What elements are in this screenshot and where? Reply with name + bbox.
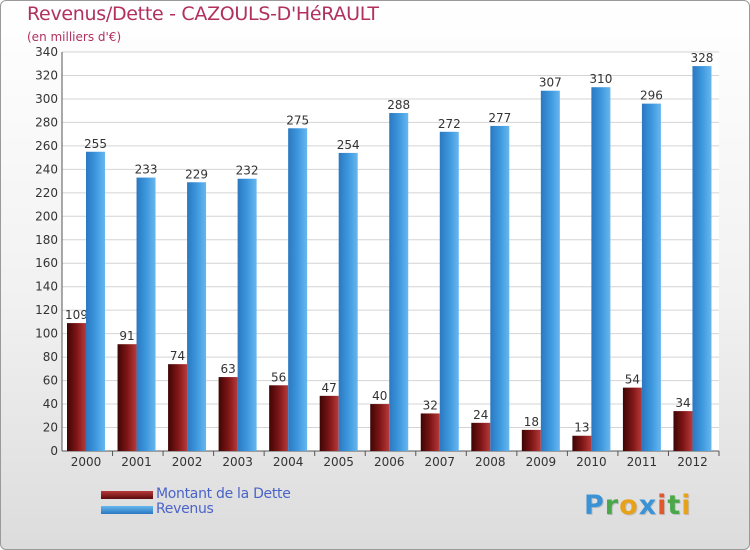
x-tick-label: 2004 bbox=[273, 455, 304, 469]
chart-title: Revenus/Dette - CAZOULS-D'HéRAULT bbox=[27, 3, 379, 25]
bar-dette bbox=[622, 387, 642, 451]
y-tick-label: 40 bbox=[43, 397, 58, 411]
bar-revenus bbox=[692, 66, 712, 452]
y-tick-label: 260 bbox=[35, 139, 58, 153]
bar-dette bbox=[218, 377, 238, 451]
bar-revenus bbox=[187, 182, 207, 451]
x-tick-label: 2005 bbox=[323, 455, 354, 469]
value-label-dette: 74 bbox=[170, 349, 185, 363]
x-tick-label: 2003 bbox=[222, 455, 253, 469]
bar-dette bbox=[67, 323, 86, 451]
bar-dette bbox=[319, 395, 339, 451]
y-tick-label: 160 bbox=[35, 256, 58, 270]
value-label-dette: 13 bbox=[574, 421, 589, 435]
x-tick-label: 2012 bbox=[677, 455, 708, 469]
value-label-dette: 47 bbox=[322, 381, 337, 395]
value-label-revenus: 229 bbox=[185, 167, 208, 181]
x-tick-label: 2006 bbox=[374, 455, 405, 469]
logo-letter: P bbox=[584, 490, 605, 521]
y-tick-label: 120 bbox=[35, 303, 58, 317]
value-label-dette: 91 bbox=[119, 329, 134, 343]
value-label-dette: 34 bbox=[675, 396, 690, 410]
bar-revenus bbox=[439, 131, 459, 452]
value-label-dette: 63 bbox=[220, 362, 235, 376]
y-tick-label: 280 bbox=[35, 115, 58, 129]
y-tick-label: 20 bbox=[43, 421, 58, 435]
bar-revenus bbox=[490, 125, 510, 452]
y-tick-label: 320 bbox=[35, 68, 58, 82]
y-tick-label: 80 bbox=[43, 350, 58, 364]
value-label-dette: 56 bbox=[271, 370, 286, 384]
x-tick-label: 2011 bbox=[627, 455, 658, 469]
bar-dette bbox=[420, 413, 440, 451]
logo-letter: r bbox=[604, 490, 620, 521]
y-tick-label: 100 bbox=[35, 327, 58, 341]
value-label-revenus: 272 bbox=[438, 117, 461, 131]
value-label-revenus: 255 bbox=[84, 137, 107, 151]
legend-label-dette: Montant de la Dette bbox=[156, 486, 291, 502]
value-label-revenus: 233 bbox=[135, 163, 158, 177]
x-tick-label: 2010 bbox=[576, 455, 607, 469]
bar-dette bbox=[117, 344, 137, 451]
x-tick-label: 2008 bbox=[475, 455, 506, 469]
bar-revenus bbox=[591, 87, 611, 452]
bar-dette bbox=[269, 385, 289, 451]
bar-revenus bbox=[136, 177, 156, 452]
logo-letter: i bbox=[681, 490, 692, 521]
value-label-revenus: 307 bbox=[539, 76, 562, 90]
y-tick-label: 240 bbox=[35, 162, 58, 176]
y-tick-label: 340 bbox=[35, 45, 58, 59]
legend-swatch-revenus bbox=[101, 506, 153, 514]
logo-letter: t bbox=[667, 490, 682, 521]
y-tick-label: 60 bbox=[43, 374, 58, 388]
value-label-revenus: 277 bbox=[488, 111, 511, 125]
value-label-dette: 40 bbox=[372, 389, 387, 403]
bar-dette bbox=[572, 435, 592, 451]
x-tick-label: 2002 bbox=[172, 455, 203, 469]
logo-letter: i bbox=[657, 490, 668, 521]
x-tick-label: 2007 bbox=[424, 455, 455, 469]
y-tick-label: 300 bbox=[35, 92, 58, 106]
bar-dette bbox=[370, 404, 390, 451]
bar-revenus bbox=[237, 178, 257, 451]
y-tick-label: 140 bbox=[35, 280, 58, 294]
bar-dette bbox=[168, 364, 188, 451]
value-label-dette: 109 bbox=[65, 308, 88, 322]
bar-revenus bbox=[338, 152, 358, 451]
bar-revenus bbox=[389, 113, 409, 451]
value-label-revenus: 288 bbox=[387, 98, 410, 112]
value-label-revenus: 254 bbox=[337, 138, 360, 152]
y-tick-label: 180 bbox=[35, 233, 58, 247]
y-tick-label: 220 bbox=[35, 186, 58, 200]
value-label-revenus: 328 bbox=[691, 51, 714, 65]
legend-label-revenus: Revenus bbox=[156, 501, 214, 517]
value-label-dette: 32 bbox=[423, 398, 438, 412]
logo-letter: o bbox=[619, 490, 639, 521]
proxiti-logo: Proxiti bbox=[584, 490, 692, 521]
bar-revenus bbox=[540, 90, 560, 451]
x-tick-label: 2001 bbox=[121, 455, 152, 469]
value-label-dette: 54 bbox=[625, 373, 640, 387]
y-tick-label: 0 bbox=[50, 444, 58, 458]
value-label-dette: 18 bbox=[524, 415, 539, 429]
bar-dette bbox=[521, 429, 541, 451]
bar-revenus bbox=[641, 103, 661, 452]
value-label-dette: 24 bbox=[473, 408, 488, 422]
bar-revenus bbox=[288, 128, 308, 451]
bar-dette bbox=[673, 411, 693, 451]
chart-subtitle: (en milliers d'€) bbox=[27, 30, 122, 44]
value-label-revenus: 232 bbox=[236, 164, 259, 178]
value-label-revenus: 296 bbox=[640, 89, 663, 103]
bar-dette bbox=[471, 422, 491, 451]
x-tick-label: 2000 bbox=[71, 455, 102, 469]
x-tick-label: 2009 bbox=[526, 455, 557, 469]
logo-letter: x bbox=[638, 490, 658, 521]
legend-swatch-dette bbox=[101, 491, 153, 499]
bar-revenus bbox=[86, 151, 105, 451]
y-tick-label: 200 bbox=[35, 209, 58, 223]
value-label-revenus: 275 bbox=[286, 113, 309, 127]
value-label-revenus: 310 bbox=[589, 72, 612, 86]
